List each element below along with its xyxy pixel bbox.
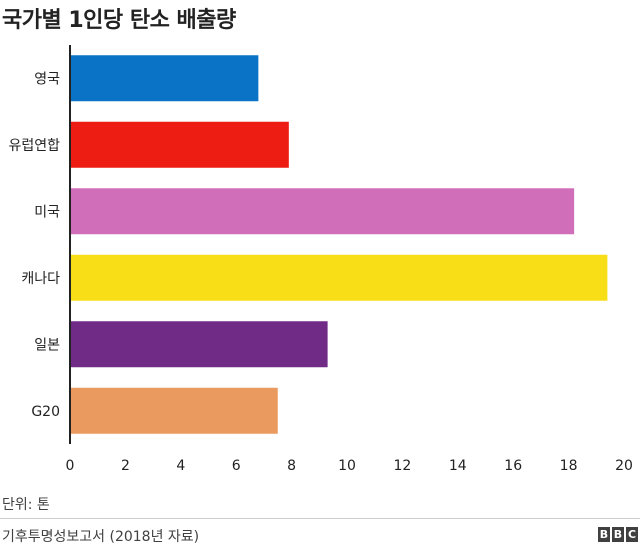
x-tick-label: 4 xyxy=(176,458,185,474)
category-label: G20 xyxy=(31,404,60,420)
chart-title: 국가별 1인당 탄소 배출량 xyxy=(2,8,236,33)
category-label: 일본 xyxy=(34,337,60,353)
unit-label: 단위: 톤 xyxy=(2,497,50,513)
x-tick-label: 16 xyxy=(504,458,522,474)
x-tick-label: 10 xyxy=(338,458,356,474)
bar-2 xyxy=(70,188,575,235)
logo-letter-b1: B xyxy=(598,527,610,542)
bar-0 xyxy=(70,55,259,102)
category-label: 캐나다 xyxy=(21,271,60,287)
x-tick-label: 6 xyxy=(232,458,241,474)
x-tick-label: 20 xyxy=(615,458,633,474)
category-label: 유럽연합 xyxy=(8,138,60,154)
category-label: 영국 xyxy=(34,71,60,87)
bar-5 xyxy=(70,387,278,434)
bar-4 xyxy=(70,321,328,368)
bbc-logo: B B C xyxy=(598,527,638,542)
bar-3 xyxy=(70,254,608,301)
x-tick-label: 0 xyxy=(66,458,75,474)
x-tick-label: 8 xyxy=(287,458,296,474)
source-note: 기후투명성보고서 (2018년 자료) xyxy=(2,529,200,545)
footer-divider xyxy=(0,518,640,519)
category-label: 미국 xyxy=(34,204,60,220)
bar-1 xyxy=(70,121,289,168)
logo-letter-b2: B xyxy=(612,527,624,542)
x-tick-label: 14 xyxy=(449,458,467,474)
x-tick-label: 2 xyxy=(121,458,130,474)
x-tick-label: 18 xyxy=(560,458,578,474)
logo-letter-c: C xyxy=(626,527,638,542)
x-tick-label: 12 xyxy=(393,458,411,474)
